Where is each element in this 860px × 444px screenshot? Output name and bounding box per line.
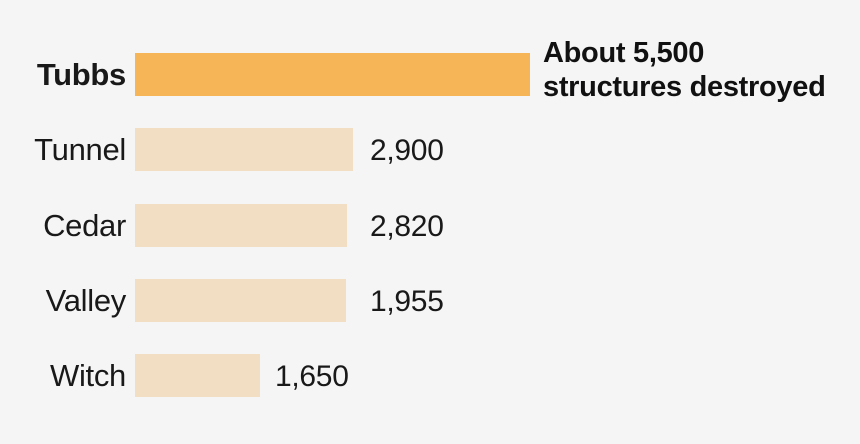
annotation-label: About 5,500 structures destroyed — [543, 36, 826, 104]
value-label-cedar: 2,820 — [370, 210, 444, 243]
annotation-line-2: structures destroyed — [543, 71, 826, 103]
bar-row-tunnel: Tunnel 2,900 — [0, 128, 860, 171]
bar-tunnel — [135, 128, 353, 171]
bar-row-valley: Valley 1,955 — [0, 279, 860, 322]
value-label-valley: 1,955 — [370, 285, 444, 318]
value-label-witch: 1,650 — [275, 360, 349, 393]
category-label-witch: Witch — [49, 358, 126, 393]
bar-row-witch: Witch 1,650 — [0, 354, 860, 397]
bar-row-tubbs: Tubbs — [0, 53, 860, 96]
bar-tubbs — [135, 53, 530, 96]
bar-row-cedar: Cedar 2,820 — [0, 204, 860, 247]
bar-valley — [135, 279, 346, 322]
category-label-cedar: Cedar — [43, 208, 126, 243]
category-label-tubbs: Tubbs — [36, 57, 126, 92]
value-label-tunnel: 2,900 — [370, 134, 444, 167]
bar-cedar — [135, 204, 347, 247]
category-label-tunnel: Tunnel — [34, 132, 126, 167]
bar-witch — [135, 354, 260, 397]
annotation-line-1: About 5,500 — [543, 37, 705, 69]
category-label-valley: Valley — [45, 283, 127, 318]
